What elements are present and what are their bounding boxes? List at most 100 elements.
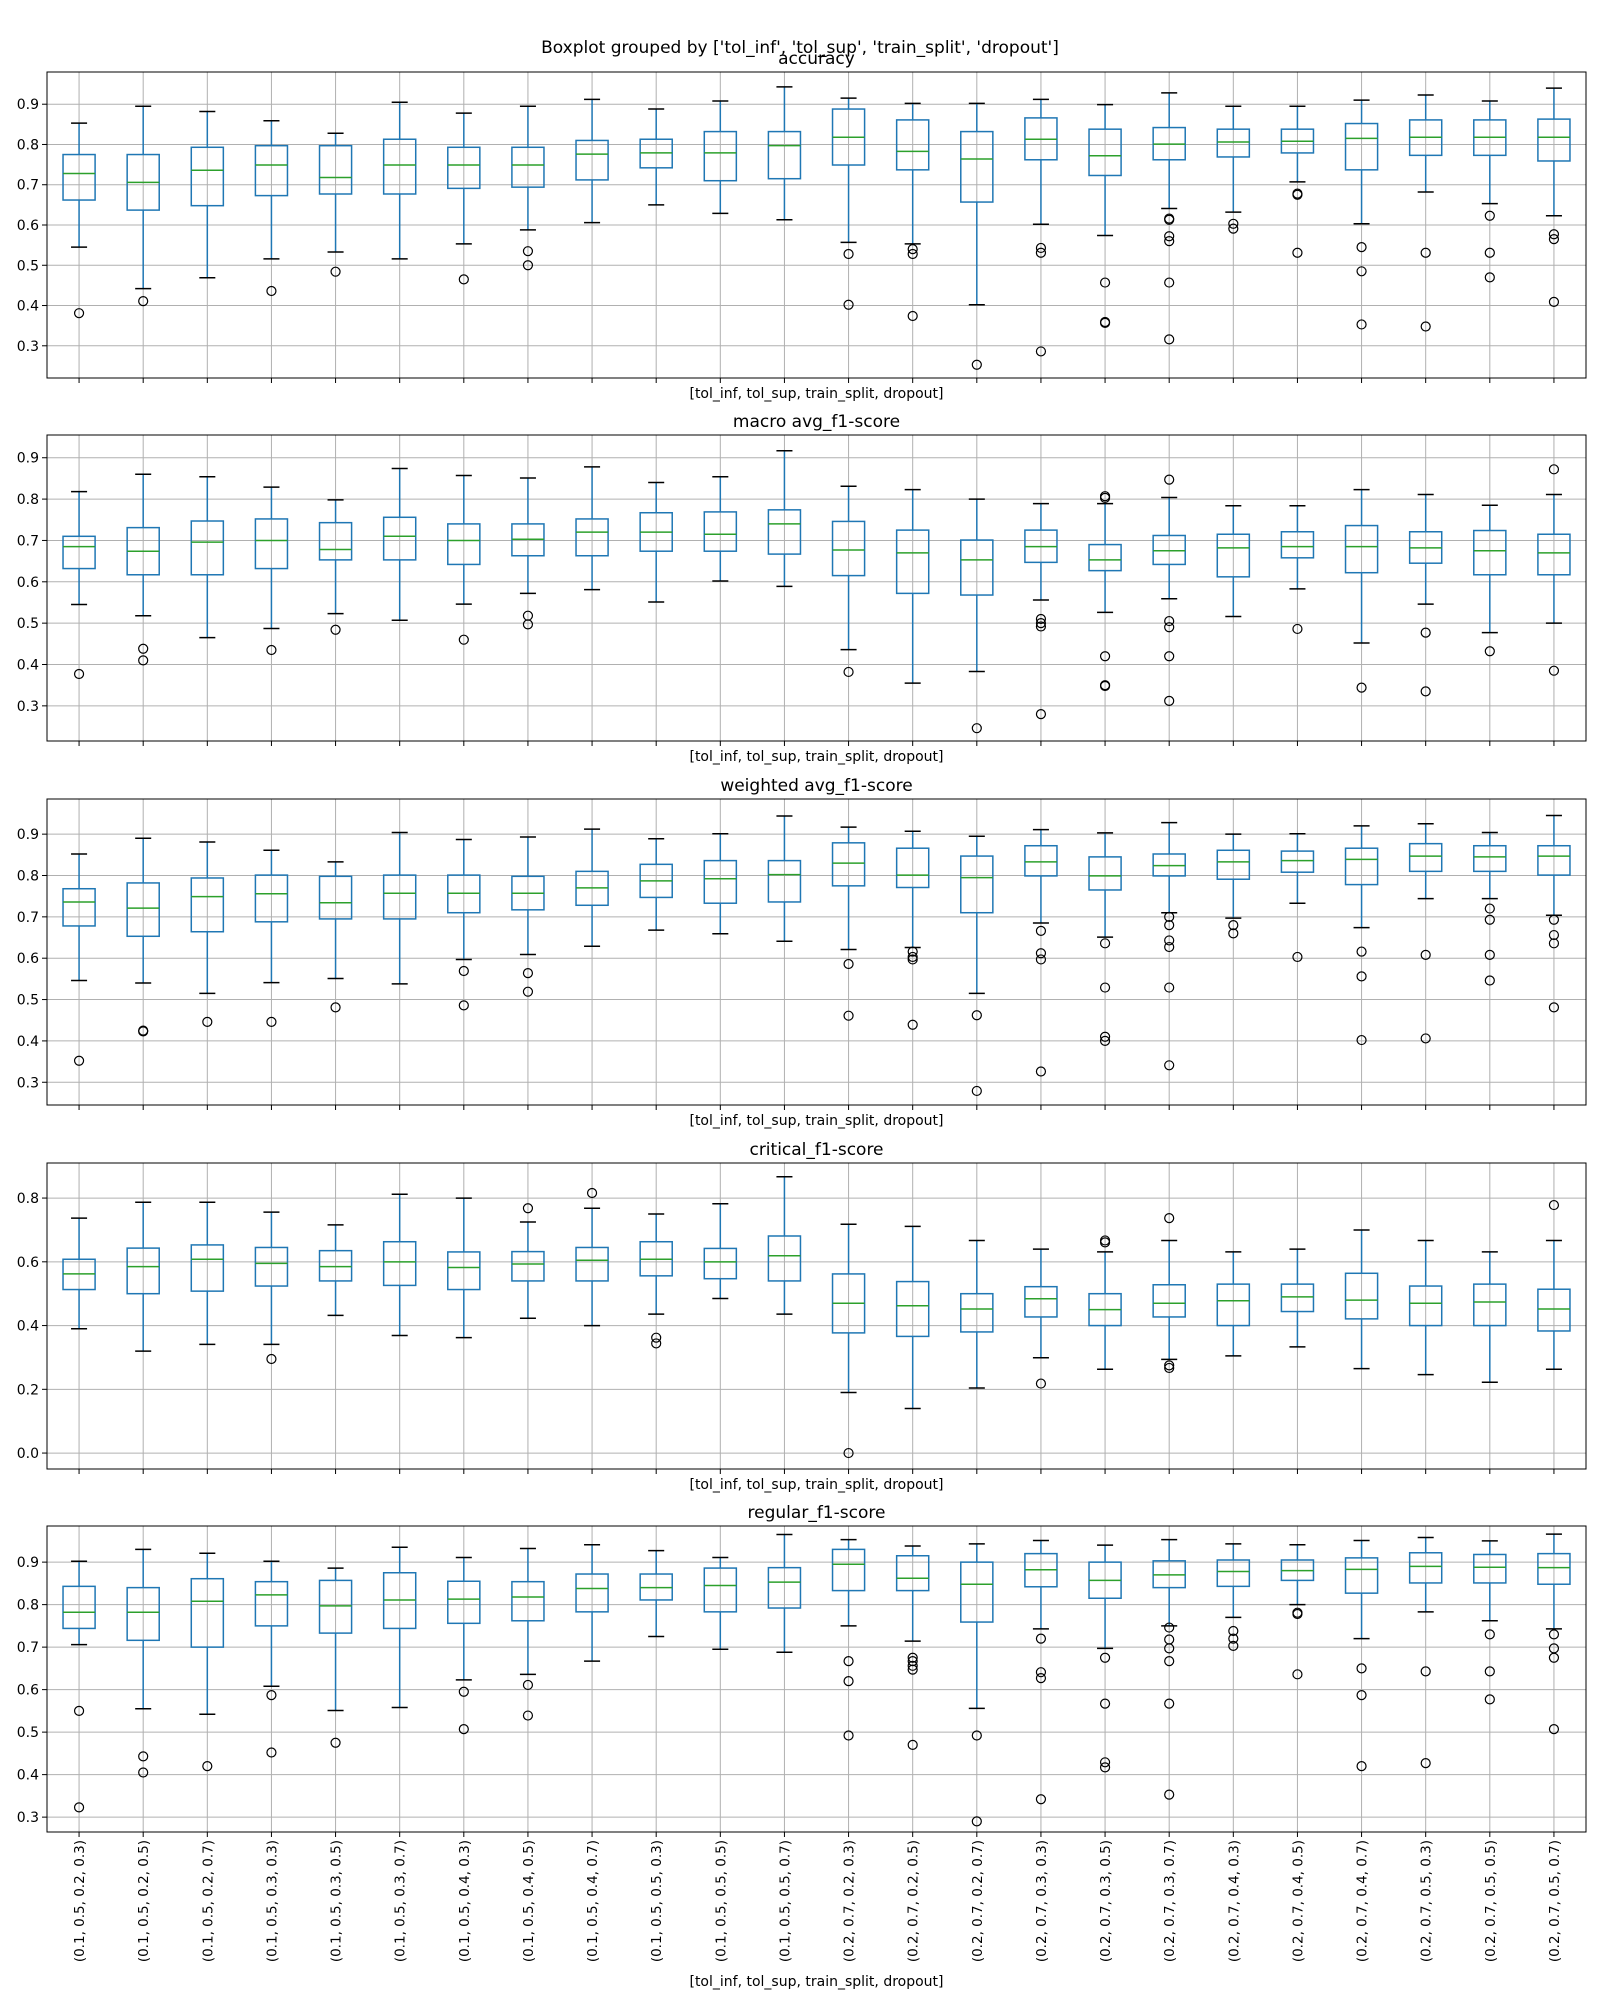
flier-point bbox=[330, 1002, 341, 1013]
iqr-box bbox=[126, 1247, 160, 1295]
flier-point bbox=[1548, 665, 1560, 676]
iqr-box bbox=[254, 874, 289, 923]
box-14 bbox=[960, 1239, 994, 1389]
x-tick-label: (0.2, 0.7, 0.2, 0.7) bbox=[970, 1840, 986, 1962]
iqr-box bbox=[1216, 128, 1251, 158]
x-tick-label: (0.2, 0.7, 0.3, 0.5) bbox=[1098, 1840, 1114, 1962]
iqr-box bbox=[1537, 533, 1571, 576]
flier-point bbox=[1164, 935, 1175, 946]
flier-point bbox=[202, 1016, 213, 1027]
flier-point bbox=[1035, 621, 1047, 632]
box-3 bbox=[254, 1560, 289, 1758]
flier-point bbox=[907, 954, 918, 965]
iqr-box bbox=[575, 1573, 609, 1613]
flier-point bbox=[458, 1686, 469, 1697]
iqr-box bbox=[960, 1561, 994, 1623]
flier-point bbox=[1484, 1694, 1495, 1705]
iqr-box bbox=[1216, 849, 1251, 880]
flier-point bbox=[1099, 680, 1111, 692]
flier-point bbox=[266, 285, 277, 297]
x-axis bbox=[78, 1832, 1555, 1837]
box-21 bbox=[1408, 823, 1443, 1044]
x-axis-label: [tol_inf, tol_sup, train_split, dropout] bbox=[689, 1974, 943, 1990]
box-3 bbox=[254, 119, 289, 297]
box-21 bbox=[1408, 493, 1443, 697]
box-3 bbox=[254, 1211, 289, 1365]
flier-point bbox=[1228, 1625, 1239, 1637]
y-tick-label: 0.6 bbox=[17, 1683, 39, 1699]
iqr-box bbox=[318, 521, 353, 561]
iqr-box bbox=[190, 877, 225, 933]
flier-point bbox=[522, 260, 534, 271]
flier-point bbox=[1548, 1724, 1560, 1735]
flier-point bbox=[266, 644, 277, 656]
boxes bbox=[62, 449, 1571, 734]
box-12 bbox=[831, 1223, 866, 1459]
flier-point bbox=[458, 1724, 469, 1735]
iqr-box bbox=[831, 842, 866, 887]
flier-point bbox=[1099, 982, 1111, 993]
flier-point bbox=[971, 359, 982, 370]
box-21 bbox=[1408, 1239, 1443, 1376]
y-tick-label: 0.6 bbox=[17, 575, 39, 591]
flier-point bbox=[458, 274, 469, 285]
iqr-box bbox=[767, 1566, 802, 1609]
flier-point bbox=[1228, 1640, 1239, 1651]
iqr-box bbox=[382, 1240, 417, 1287]
box-22 bbox=[1473, 831, 1507, 986]
box-1 bbox=[126, 837, 160, 1037]
flier-point bbox=[1035, 618, 1047, 629]
box-5 bbox=[382, 1193, 417, 1337]
flier-point bbox=[1164, 622, 1175, 633]
flier-point bbox=[522, 1710, 534, 1721]
flier-point bbox=[1228, 223, 1239, 234]
box-5 bbox=[382, 467, 417, 622]
flier-point bbox=[330, 624, 341, 635]
flier-point bbox=[1548, 1199, 1560, 1211]
y-tick-label: 0.6 bbox=[17, 1255, 39, 1271]
x-tick-label: (0.1, 0.5, 0.2, 0.3) bbox=[72, 1840, 88, 1962]
box-4 bbox=[318, 1224, 353, 1317]
box-12 bbox=[831, 826, 866, 1021]
x-tick-label: (0.1, 0.5, 0.5, 0.7) bbox=[777, 1840, 793, 1962]
iqr-box bbox=[960, 855, 994, 914]
flier-point bbox=[1099, 1762, 1111, 1773]
subplot-4: regular_f1-score 0.3 0.4 0.5 0.6 0.7 0.8 0.9 [to… bbox=[17, 1503, 1587, 1990]
flier-point bbox=[1164, 1698, 1175, 1709]
flier-point bbox=[522, 1679, 534, 1691]
flier-point bbox=[1164, 1656, 1175, 1667]
flier-point bbox=[138, 1767, 149, 1778]
flier-point bbox=[1164, 277, 1175, 288]
flier-point bbox=[138, 295, 149, 307]
box-13 bbox=[895, 830, 930, 1030]
iqr-box bbox=[254, 518, 289, 570]
iqr-box bbox=[318, 144, 353, 195]
box-14 bbox=[960, 1543, 994, 1827]
iqr-box bbox=[511, 1580, 545, 1622]
flier-point bbox=[843, 1676, 854, 1687]
flier-point bbox=[907, 946, 918, 957]
iqr-box bbox=[1152, 1284, 1186, 1318]
flier-point bbox=[1292, 1669, 1303, 1680]
flier-point bbox=[843, 958, 854, 970]
flier-point bbox=[458, 965, 469, 977]
box-13 bbox=[895, 1545, 930, 1750]
box-13 bbox=[895, 488, 930, 684]
iqr-box bbox=[831, 1548, 866, 1592]
subplot-1: macro avg_f1-score 0.3 0.4 0.5 0.6 0.7 0.8 0.9 [… bbox=[17, 412, 1587, 765]
box-10 bbox=[703, 832, 738, 935]
flier-point bbox=[1164, 941, 1175, 953]
iqr-box bbox=[1344, 122, 1379, 171]
box-20 bbox=[1344, 1539, 1379, 1772]
flier-point bbox=[1292, 189, 1303, 200]
flier-point bbox=[1292, 1608, 1303, 1620]
flier-point bbox=[907, 248, 918, 260]
box-17 bbox=[1152, 821, 1186, 1071]
iqr-box bbox=[1473, 844, 1507, 873]
flier-point bbox=[1548, 1629, 1560, 1640]
iqr-box bbox=[1280, 1283, 1315, 1313]
box-13 bbox=[895, 1225, 930, 1410]
flier-point bbox=[458, 1000, 469, 1011]
x-tick-label: (0.1, 0.5, 0.5, 0.5) bbox=[713, 1840, 729, 1962]
iqr-box bbox=[190, 1244, 225, 1292]
